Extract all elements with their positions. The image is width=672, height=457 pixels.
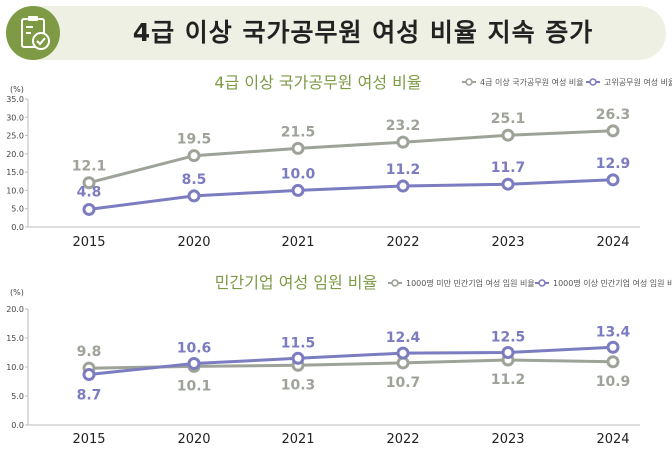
chart-0-series-1-point [187, 189, 201, 203]
chart-0-ytick-label: 30.0 [6, 113, 24, 122]
chart-1-series-0-data-label: 10.9 [596, 374, 631, 390]
chart-1-ytick-label: 10.0 [6, 363, 24, 372]
chart-0-series-1-data-label: 10.0 [281, 166, 316, 182]
chart-1-xtick-label: 2015 [72, 432, 105, 447]
chart-1-unit: (%) [10, 288, 24, 297]
chart-1-series-1-data-label: 12.5 [491, 330, 526, 346]
chart-1-xtick-label: 2020 [177, 432, 210, 447]
chart-0-series-1-data-label: 4.8 [77, 184, 102, 200]
chart-1-series-0-data-label: 10.1 [177, 378, 212, 394]
chart-0-series-0-line [88, 129, 614, 185]
chart-1-legend-marker [391, 279, 399, 287]
chart-1-xtick-label: 2024 [596, 432, 629, 447]
chart-0-legend-label: 고위공무원 여성 비율 [604, 77, 672, 87]
chart-1-series-1-point [187, 357, 201, 371]
chart-1-legend-label: 1000명 미만 민간기업 여성 임원 비율 [406, 278, 535, 288]
chart-0-ytick-label: 15.0 [6, 168, 24, 177]
checklist-icon [6, 6, 60, 60]
checklist-icon-graphic [21, 16, 50, 50]
chart-1-series-1-point [291, 351, 305, 365]
chart-0-series-0-point [82, 176, 96, 190]
chart-1-series-0-data-label: 11.2 [491, 372, 526, 388]
chart-1-legend-marker [538, 279, 546, 287]
chart-1-series-1-line [88, 345, 614, 376]
chart-0-xtick-label: 2022 [386, 235, 419, 250]
chart-0-legend-marker [589, 78, 597, 86]
chart-0-series-1-point [501, 177, 515, 191]
chart-0-series-1-data-label: 12.9 [596, 156, 631, 172]
chart-0-series-0-data-label: 12.1 [72, 159, 107, 175]
chart-0-xtick-label: 2015 [72, 235, 105, 250]
chart-0-series-0-point [291, 141, 305, 155]
chart-0-ytick-label: 20.0 [6, 150, 24, 159]
chart-1-series-0-point [606, 355, 620, 369]
chart-1-series-1-point [396, 346, 410, 360]
chart-0-series-0-data-label: 25.1 [491, 111, 526, 127]
chart-1-ytick-label: 15.0 [6, 334, 24, 343]
chart-0-ytick-label: 0.0 [11, 223, 24, 232]
chart-0-series-1-point [606, 173, 620, 187]
chart-1-xtick-label: 2022 [386, 432, 419, 447]
chart-0-series-1-data-label: 11.7 [491, 160, 526, 176]
chart-0-series-1-data-label: 8.5 [182, 172, 207, 188]
chart-1-xtick-label: 2023 [491, 432, 524, 447]
chart-0-xtick-label: 2024 [596, 235, 629, 250]
chart-0-legend-marker [465, 78, 473, 86]
chart-0-series-1-point [291, 183, 305, 197]
chart-1-legend-label: 1000명 이상 민간기업 여성 임원 비율 [553, 278, 672, 288]
chart-0-series-0-data-label: 23.2 [386, 118, 421, 134]
chart-1-series-1-point [82, 368, 96, 382]
title-banner [6, 6, 666, 60]
page-title: 4급 이상 국가공무원 여성 비율 지속 증가 [132, 18, 594, 47]
chart-0-series-0-point [187, 149, 201, 163]
chart-1-series-1-data-label: 12.4 [386, 330, 421, 346]
chart-0-ytick-label: 10.0 [6, 186, 24, 195]
chart-0-ytick-label: 35.0 [6, 95, 24, 104]
chart-0-series-1-point [82, 202, 96, 216]
chart-0-xtick-label: 2021 [281, 235, 314, 250]
chart-1-series-1-data-label: 11.5 [281, 335, 316, 351]
chart-1-series-1-point [606, 340, 620, 354]
chart-1-series-1-data-label: 8.7 [77, 388, 102, 404]
chart-1-series-1-point [501, 346, 515, 359]
chart-0-series-0-point [501, 128, 515, 142]
chart-1-series-0-data-label: 10.7 [386, 375, 421, 391]
chart-1-ytick-label: 0.0 [11, 421, 24, 430]
chart-0-series-0-data-label: 21.5 [281, 124, 316, 140]
chart-1-series-1-data-label: 13.4 [596, 324, 631, 340]
chart-0-series-0-point [606, 124, 620, 138]
chart-0-series-1-line [88, 178, 614, 211]
chart-1-series-0-data-label: 9.8 [77, 344, 102, 360]
chart-1-ytick-label: 20.0 [6, 305, 24, 314]
chart-1-series-0-data-label: 10.3 [281, 377, 316, 393]
chart-0-xtick-label: 2023 [491, 235, 524, 250]
chart-0-title: 4급 이상 국가공무원 여성 비율 [214, 73, 421, 92]
chart-0-ytick-label: 5.0 [11, 205, 24, 214]
chart-1-series-1-data-label: 10.6 [177, 341, 212, 357]
chart-0-series-1-data-label: 11.2 [386, 162, 421, 178]
chart-1-ytick-label: 5.0 [11, 392, 24, 401]
chart-0-series-0-data-label: 19.5 [177, 132, 212, 148]
chart-0-series-1-point [396, 179, 410, 193]
chart-0-series-0-point [396, 135, 410, 149]
chart-1-title: 민간기업 여성 임원 비율 [215, 273, 377, 292]
chart-0-unit: (%) [10, 85, 24, 94]
chart-0-series-0-data-label: 26.3 [596, 107, 631, 123]
chart-0-ytick-label: 25.0 [6, 132, 24, 141]
chart-0-xtick-label: 2020 [177, 235, 210, 250]
chart-0-legend-label: 4급 이상 국가공무원 여성 비율 [480, 77, 584, 87]
chart-1-xtick-label: 2021 [281, 432, 314, 447]
